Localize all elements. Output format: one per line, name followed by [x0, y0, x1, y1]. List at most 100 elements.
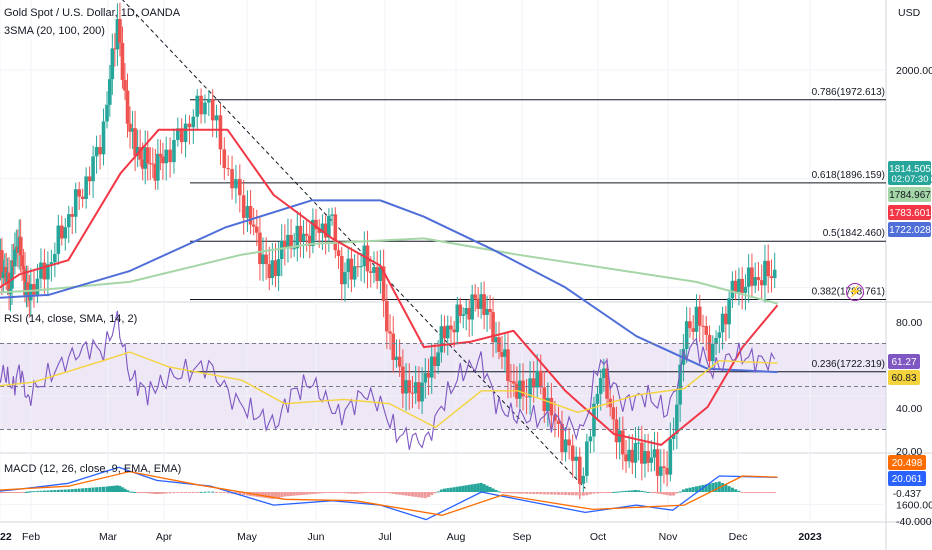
candle-body: [151, 163, 155, 165]
macd-histogram-bar: [539, 492, 543, 495]
candle-body: [633, 443, 638, 463]
fib-level-label: 0.618(1896.159): [812, 170, 885, 181]
macd-histogram-bar: [592, 492, 596, 494]
candle-body: [649, 457, 654, 463]
time-axis-label: Apr: [156, 531, 173, 543]
macd-histogram-bar: [327, 492, 331, 493]
candle-body: [756, 277, 761, 281]
macd-histogram-bar: [311, 492, 315, 495]
candle-body: [595, 393, 600, 404]
candle-body: [704, 326, 709, 335]
macd-histogram-bar: [146, 492, 150, 494]
macd-histogram-bar: [637, 490, 641, 492]
candle-body: [769, 276, 774, 279]
macd-legend[interactable]: MACD (12, 26, close, 9, EMA, EMA): [4, 463, 182, 475]
macd-histogram-bar: [760, 492, 764, 493]
price-badge-value: 1784.967: [889, 190, 931, 201]
candle-body: [63, 227, 68, 239]
macd-histogram-bar: [366, 492, 370, 494]
macd-badge-value: 20.061: [892, 474, 923, 485]
candle-body: [164, 149, 169, 164]
candle-body: [733, 280, 738, 292]
candle-body: [531, 378, 536, 388]
rsi-badge: [888, 354, 920, 369]
macd-histogram-bar: [455, 486, 459, 492]
candle-body: [261, 254, 265, 265]
candle-body: [138, 146, 142, 160]
candle-body: [488, 308, 492, 313]
candle-body: [535, 370, 539, 388]
candle-body: [772, 269, 777, 279]
macd-histogram-bar: [747, 492, 751, 493]
macd-histogram-bar: [388, 492, 392, 494]
candle-body: [245, 206, 250, 218]
sma-100-line: [0, 199, 778, 374]
macd-histogram-bar: [467, 484, 471, 492]
time-axis-label: Jun: [308, 531, 325, 543]
sma-20-line: [0, 128, 779, 446]
candle-body: [740, 278, 744, 293]
macd-histogram-bar: [449, 487, 453, 492]
candle-body: [491, 312, 495, 343]
candle-body: [73, 189, 78, 217]
candle-body: [148, 163, 153, 165]
candle-body: [87, 176, 92, 182]
candle-body: [156, 153, 160, 181]
fib-level-label: 0.236(1722.319): [812, 359, 885, 370]
candle-body: [652, 449, 657, 458]
candle-body: [423, 373, 428, 383]
candle-body: [714, 337, 718, 344]
macd-histogram-bar: [766, 492, 770, 493]
candle-body: [553, 415, 557, 421]
sma-legend[interactable]: 3SMA (20, 100, 200): [4, 25, 105, 37]
macd-histogram-bar: [191, 492, 195, 493]
macd-histogram-bar: [143, 492, 147, 493]
rsi-legend[interactable]: RSI (14, close, SMA, 14, 2): [4, 313, 138, 325]
time-axis-label: 2023: [798, 531, 822, 543]
macd-histogram-bar: [724, 484, 728, 492]
macd-histogram-bar: [756, 492, 760, 493]
candle-body: [592, 403, 596, 437]
candle-body: [429, 356, 434, 378]
candle-body: [461, 314, 466, 316]
candle-body: [546, 397, 550, 411]
candle-body: [668, 439, 673, 475]
macd-histogram-bar: [120, 487, 124, 492]
lightning-icon[interactable]: ⚡: [846, 283, 864, 301]
rsi-badge-value: 60.83: [891, 373, 916, 384]
candle-body: [746, 267, 751, 287]
candle-body: [183, 123, 188, 143]
macd-histogram-bar: [153, 492, 157, 495]
macd-histogram-bar: [67, 489, 71, 492]
candle-body: [675, 404, 679, 434]
candle-body: [349, 258, 354, 280]
macd-histogram-bar: [599, 492, 603, 494]
macd-histogram-bar: [452, 487, 456, 492]
macd-histogram-bar: [63, 489, 67, 492]
candle-body: [105, 104, 109, 122]
candle-body: [678, 364, 682, 405]
macd-badge: [888, 486, 926, 501]
macd-histogram-bar: [356, 492, 360, 494]
candle-body: [694, 306, 699, 332]
macd-histogram-bar: [656, 492, 660, 494]
candle-body: [304, 233, 309, 236]
candle-body: [187, 123, 192, 128]
macd-histogram-bar: [74, 488, 78, 492]
candle-body: [737, 278, 741, 292]
candle-body: [524, 396, 529, 398]
macd-histogram-bar: [439, 489, 443, 492]
macd-histogram-bar: [60, 489, 64, 492]
candle-body: [1, 272, 6, 279]
macd-histogram-bar: [110, 485, 114, 492]
macd-histogram-bar: [497, 491, 501, 493]
candle-body: [567, 439, 571, 446]
candle-body: [279, 241, 284, 260]
candle-body: [323, 223, 328, 238]
candle-body: [286, 234, 290, 249]
macd-histogram-bar: [317, 492, 321, 494]
candle-body: [671, 433, 676, 440]
macd-histogram-bar: [280, 492, 284, 498]
candle-body: [218, 115, 223, 150]
